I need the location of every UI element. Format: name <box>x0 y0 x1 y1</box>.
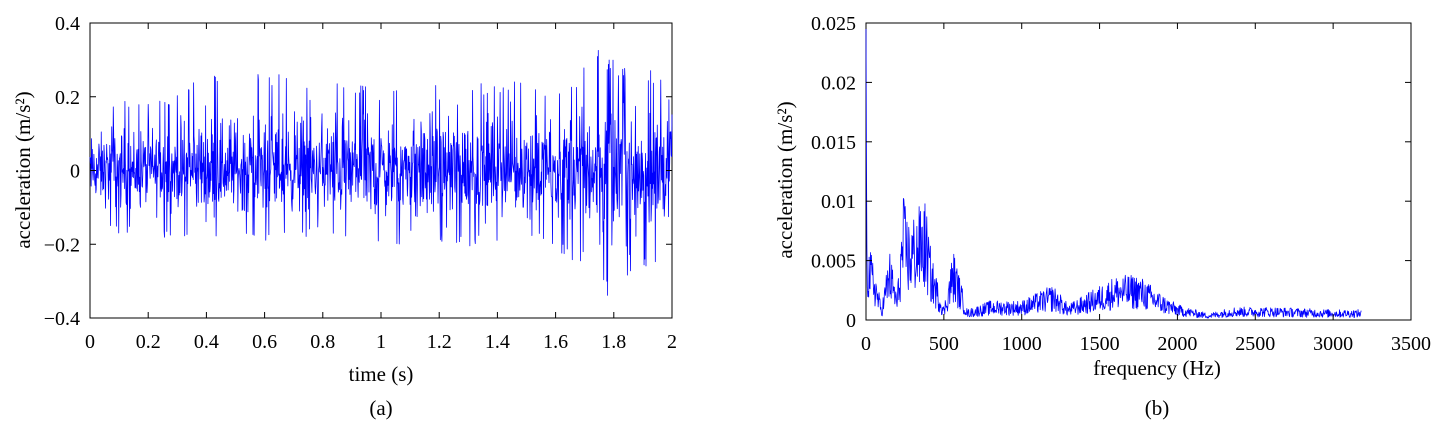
chart-b-ytick-label: 0.01 <box>821 191 856 213</box>
chart-a-panel-label: (a) <box>369 396 392 420</box>
chart-b-ticks: 0 500 1000 1500 2000 2500 3000 3500 0 0.005 0.01 0.… <box>811 13 1431 355</box>
chart-b-xtick-label: 2000 <box>1157 333 1197 355</box>
chart-a-xtick-label: 1.8 <box>601 331 626 353</box>
chart-a-xtick-label: 2 <box>667 331 677 353</box>
chart-b-xtick-label: 3000 <box>1313 333 1353 355</box>
chart-b-panel-label: (b) <box>1145 396 1170 420</box>
chart-a-xtick-label: 1.2 <box>427 331 452 353</box>
chart-b-plot-area <box>865 22 1412 321</box>
chart-a-xtick-label: 0.4 <box>194 331 219 353</box>
chart-a-ylabel: acceleration (m/s²) <box>11 91 35 248</box>
chart-b: 0 500 1000 1500 2000 2500 3000 3500 0 0.005 0.01 0.… <box>773 13 1431 420</box>
chart-b-xtick-label: 500 <box>929 333 959 355</box>
chart-b-ylabel: acceleration (m/s²) <box>773 101 797 258</box>
chart-a-ytick-label: 0 <box>70 161 80 183</box>
chart-b-ytick-label: 0.025 <box>811 13 856 35</box>
chart-b-xlabel: frequency (Hz) <box>1093 356 1221 380</box>
chart-a-xtick-label: 0 <box>85 331 95 353</box>
chart-a: 0 0.2 0.4 0.6 0.8 1 1.2 1.4 1.6 1.8 2 −0.4 −0.2 0 0.2 0… <box>11 13 677 420</box>
chart-b-ytick-label: 0.015 <box>811 132 856 154</box>
chart-a-ytick-label: 0.2 <box>55 87 80 109</box>
chart-a-ticks: 0 0.2 0.4 0.6 0.8 1 1.2 1.4 1.6 1.8 2 −0.4 −0.2 0 0.2 0… <box>44 13 677 353</box>
chart-a-ytick-label: −0.2 <box>44 234 80 256</box>
chart-b-xtick-label: 0 <box>861 333 871 355</box>
chart-a-xtick-label: 0.6 <box>252 331 277 353</box>
chart-a-xtick-label: 1.6 <box>543 331 568 353</box>
chart-b-ytick-label: 0.005 <box>811 251 856 273</box>
chart-a-xtick-label: 0.2 <box>136 331 161 353</box>
chart-a-series-line <box>89 49 673 296</box>
chart-a-ytick-label: 0.4 <box>55 13 80 35</box>
chart-a-xlabel: time (s) <box>349 362 414 386</box>
chart-b-xtick-label: 1500 <box>1080 333 1120 355</box>
chart-a-ytick-label: −0.4 <box>44 308 80 330</box>
chart-b-xtick-label: 2500 <box>1235 333 1275 355</box>
chart-b-ytick-label: 0 <box>846 310 856 332</box>
chart-a-xtick-label: 0.8 <box>310 331 335 353</box>
chart-b-ytick-label: 0.02 <box>821 72 856 94</box>
chart-b-series-line <box>865 28 1362 319</box>
chart-b-xtick-label: 1000 <box>1002 333 1042 355</box>
chart-a-xtick-label: 1 <box>376 331 386 353</box>
chart-a-xtick-label: 1.4 <box>485 331 510 353</box>
chart-b-xtick-label: 3500 <box>1391 333 1431 355</box>
